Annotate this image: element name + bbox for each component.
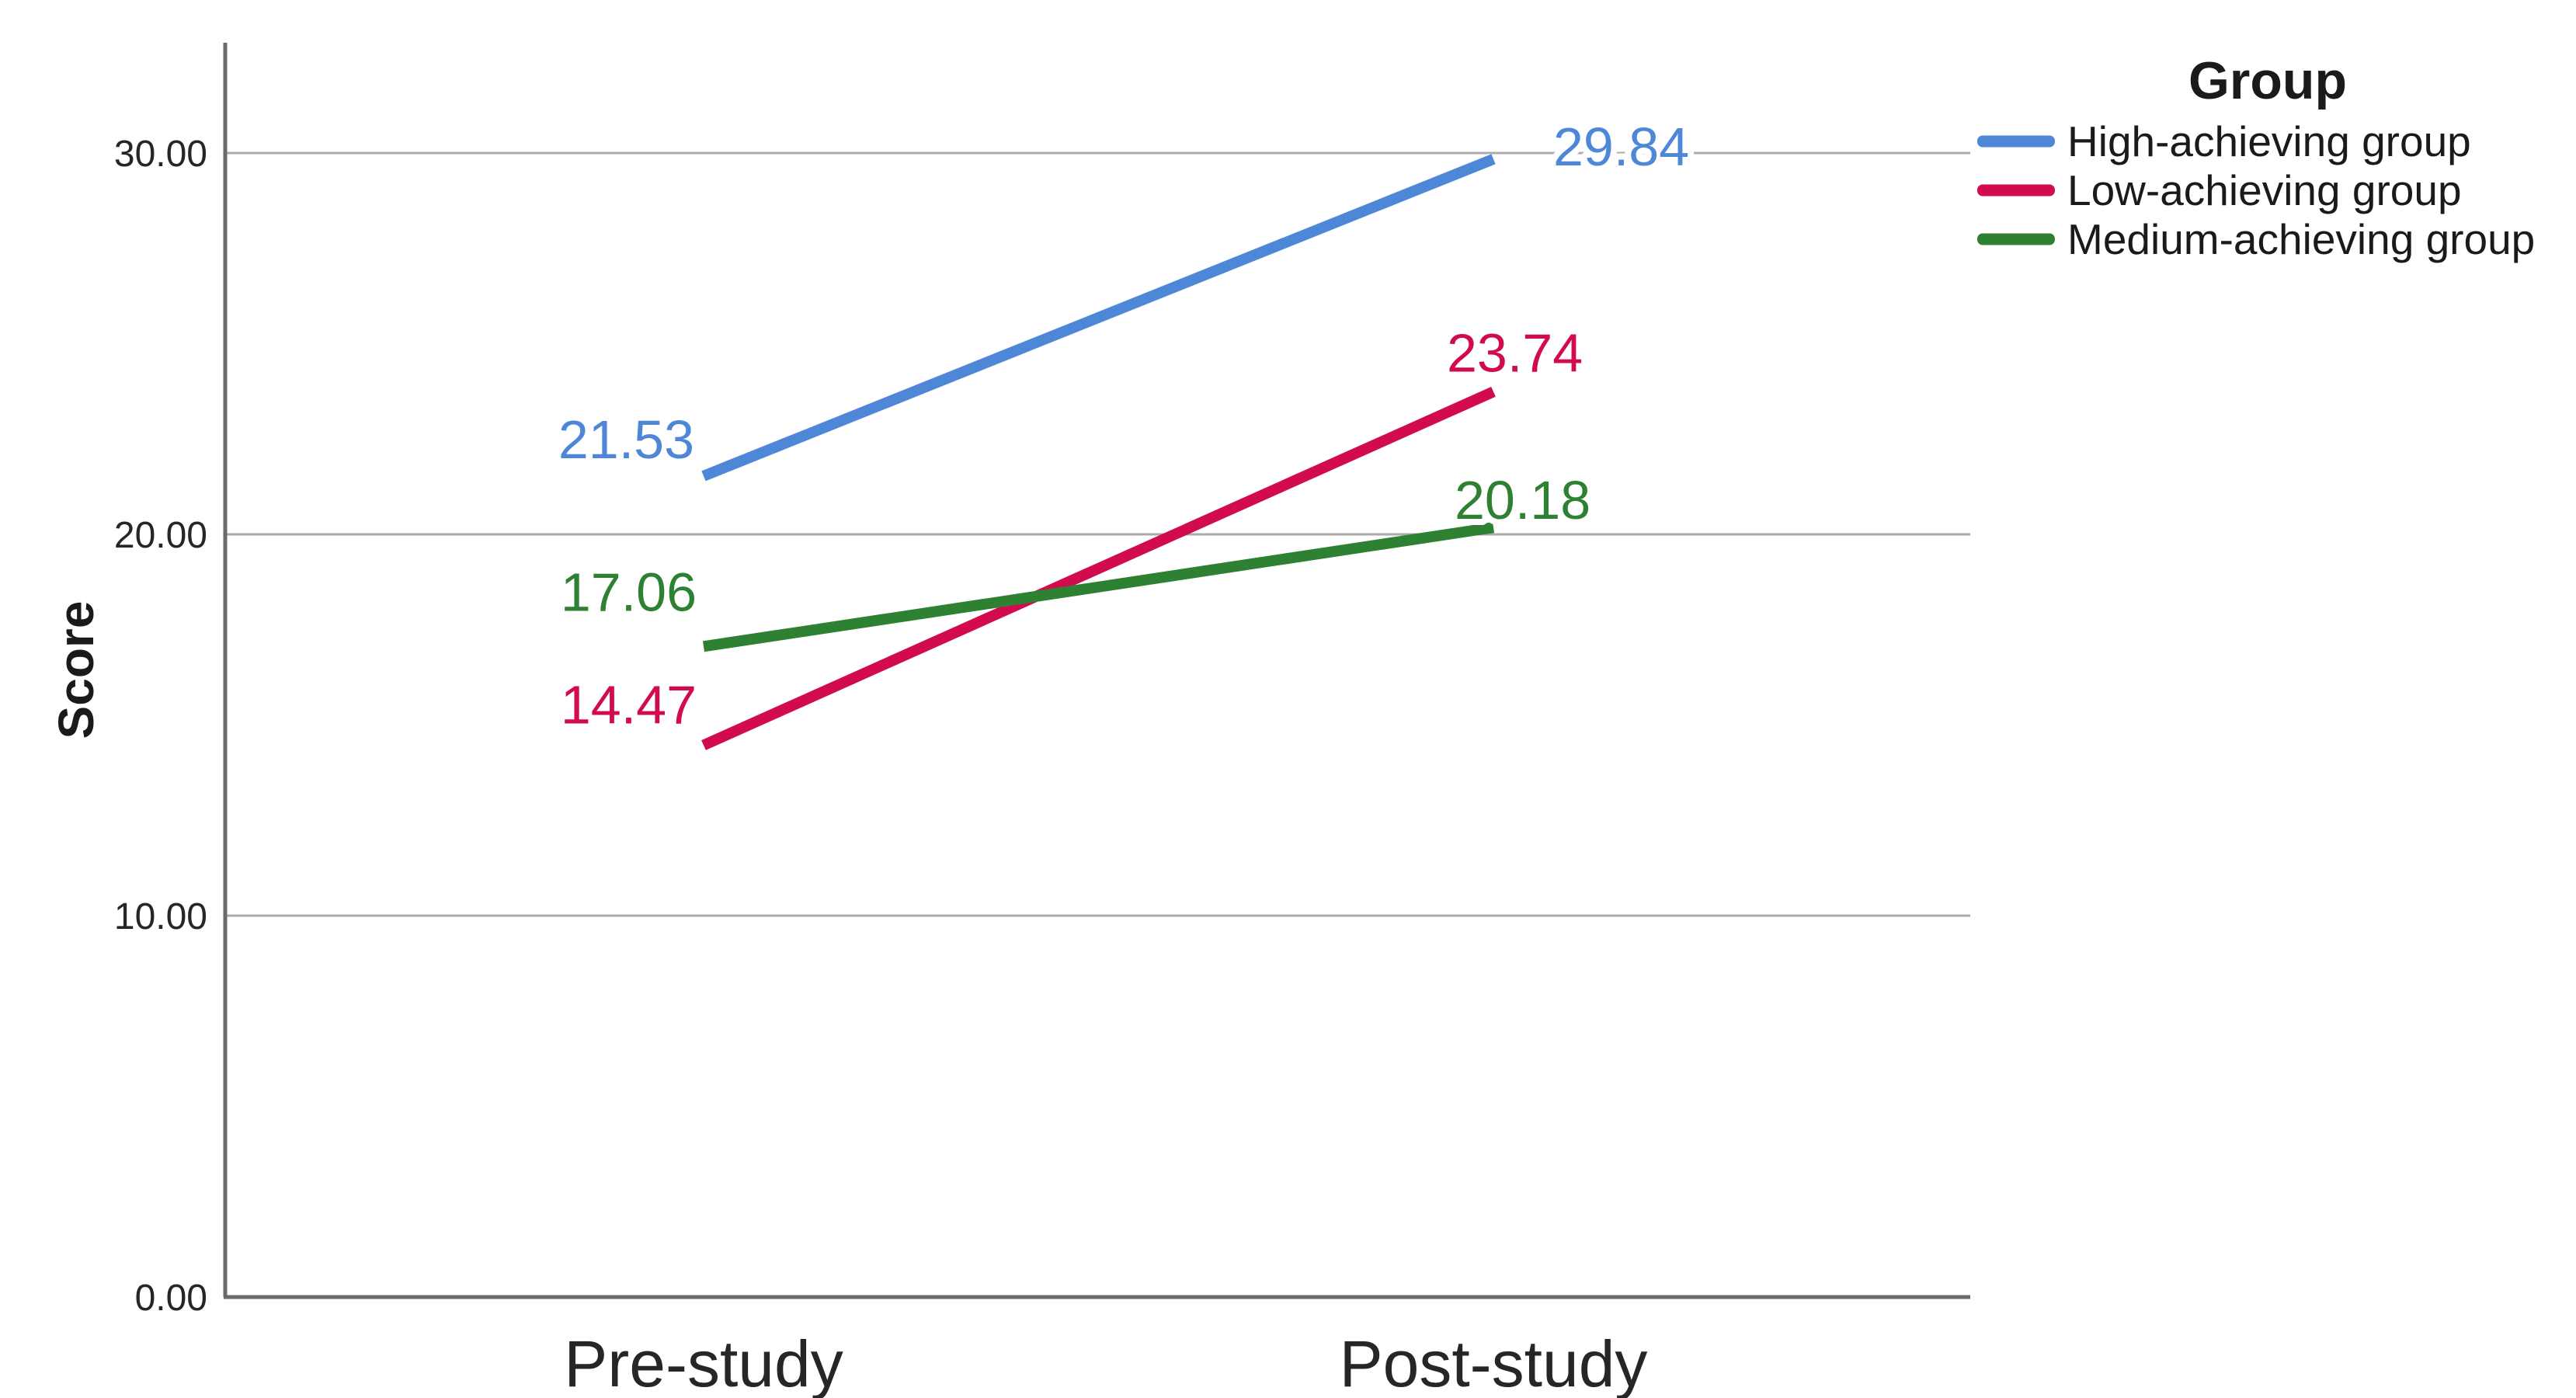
y-axis-title-text: Score (48, 601, 104, 739)
data-label-medium-achieving-group-post: 20.18 (1455, 470, 1590, 530)
data-label-high-achieving-group-post: 29.84 (1553, 116, 1689, 177)
y-tick-label: 0.00 (135, 1278, 207, 1319)
category-label-post: Post-study (1340, 1327, 1648, 1398)
category-labels: Pre-study Post-study (564, 1327, 1647, 1398)
axes (223, 43, 1970, 1299)
y-tick-label: 10.00 (114, 896, 207, 937)
legend-title: Group (2188, 51, 2347, 110)
data-label-low-achieving-group-pre: 14.47 (561, 675, 697, 736)
legend-label-medium-achieving-group: Medium-achieving group (2067, 215, 2535, 263)
y-tick-labels: 0.00 10.00 20.00 30.00 (114, 134, 207, 1319)
y-tick-label: 30.00 (114, 134, 207, 175)
data-label-high-achieving-group-pre: 21.53 (558, 409, 694, 470)
legend-swatch-medium-achieving-group (1977, 233, 2055, 245)
series-lines (701, 154, 1496, 750)
data-labels: 21.53 29.84 14.47 23.74 17.06 20.18 (552, 110, 1695, 742)
y-tick-label: 20.00 (114, 515, 207, 556)
series-line-low-achieving-group (701, 386, 1496, 750)
legend-swatch-low-achieving-group (1977, 184, 2055, 196)
gridlines (225, 151, 1970, 917)
data-label-low-achieving-group-post: 23.74 (1447, 322, 1583, 383)
y-axis-title: Score (48, 601, 104, 739)
legend-swatch-high-achieving-group (1977, 135, 2055, 148)
series-line-high-achieving-group (701, 154, 1496, 482)
series-line-medium-achieving-group (702, 522, 1495, 652)
legend-label-low-achieving-group: Low-achieving group (2067, 166, 2462, 214)
legend-label-high-achieving-group: High-achieving group (2067, 117, 2471, 165)
category-label-pre: Pre-study (564, 1327, 843, 1398)
data-label-medium-achieving-group-pre: 17.06 (561, 562, 697, 622)
